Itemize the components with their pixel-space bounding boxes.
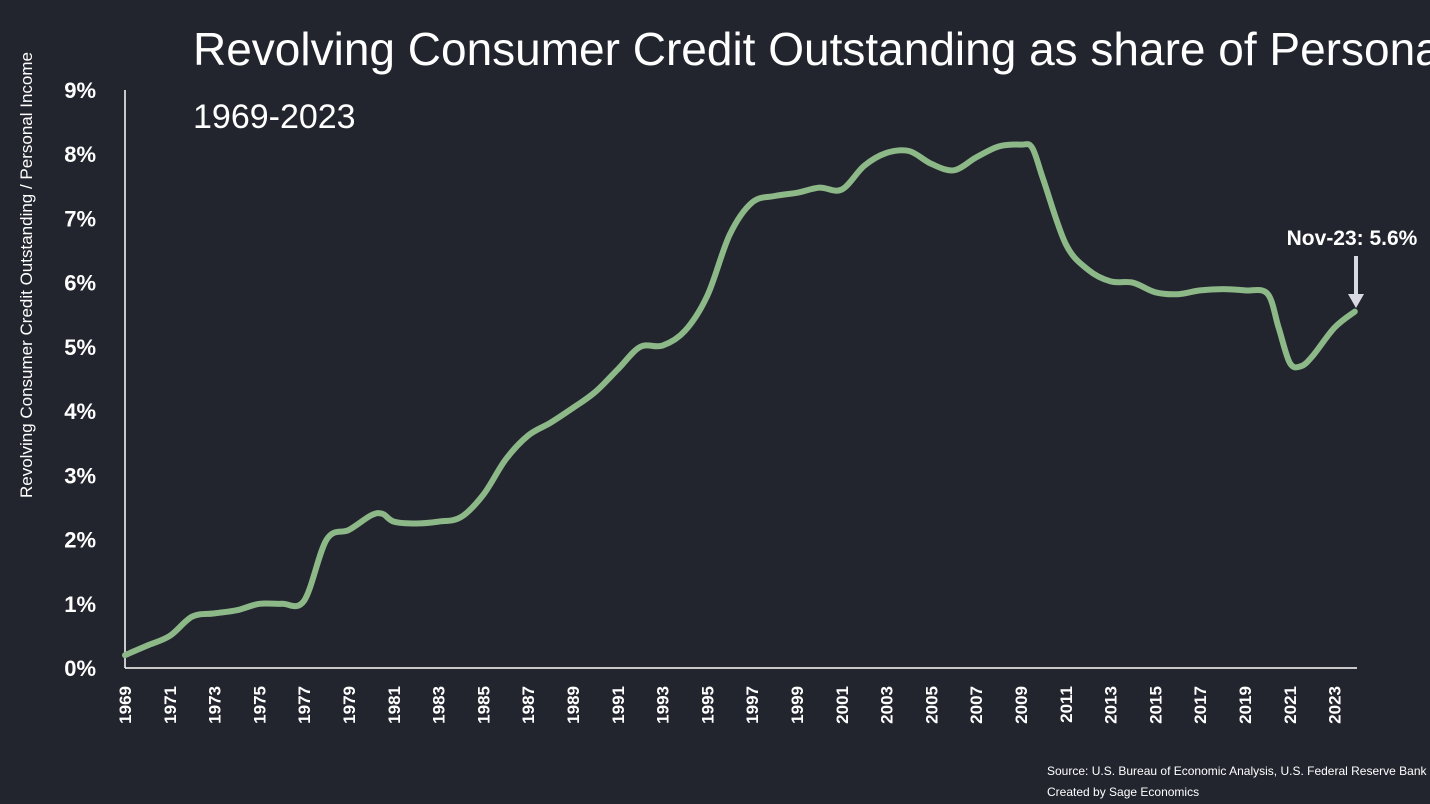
x-tick-label: 2009	[1012, 686, 1031, 724]
x-tick-label: 1993	[654, 686, 673, 724]
x-tick-label: 2021	[1281, 686, 1300, 724]
y-tick-label: 3%	[64, 463, 96, 488]
chart-subtitle: 1969-2023	[193, 98, 356, 136]
x-tick-label: 1995	[698, 686, 717, 724]
x-tick-label: 2007	[967, 686, 986, 724]
annotation-arrow-head	[1348, 294, 1364, 308]
x-tick-label: 2013	[1102, 686, 1121, 724]
x-tick-label: 1987	[519, 686, 538, 724]
x-tick-label: 2023	[1326, 686, 1345, 724]
x-tick-label: 1997	[743, 686, 762, 724]
y-tick-label: 6%	[64, 271, 96, 296]
y-axis-label: Revolving Consumer Credit Outstanding / …	[17, 52, 36, 498]
x-axis-ticks: 1969 1971 1973 1975 1977 1979 1981 1983 1985 1987…	[116, 686, 1345, 724]
source-line-2: Created by Sage Economics	[1047, 785, 1199, 799]
y-tick-label: 2%	[64, 528, 96, 553]
x-tick-label: 1977	[295, 686, 314, 724]
x-tick-label: 2015	[1146, 686, 1165, 724]
x-tick-label: 1991	[609, 686, 628, 724]
y-tick-label: 1%	[64, 592, 96, 617]
chart-title: Revolving Consumer Credit Outstanding as…	[193, 23, 1430, 75]
annotation-label: Nov-23: 5.6%	[1287, 227, 1418, 250]
y-tick-label: 9%	[64, 78, 96, 103]
x-tick-label: 1971	[161, 686, 180, 724]
x-tick-label: 2005	[922, 686, 941, 724]
x-tick-label: 1973	[206, 686, 225, 724]
x-tick-label: 2003	[878, 686, 897, 724]
x-tick-label: 1981	[385, 686, 404, 724]
source-line-1: Source: U.S. Bureau of Economic Analysis…	[1047, 764, 1428, 778]
x-tick-label: 1985	[474, 686, 493, 724]
x-tick-label: 2019	[1236, 686, 1255, 724]
x-tick-label: 1979	[340, 686, 359, 724]
y-tick-label: 8%	[64, 142, 96, 167]
y-tick-label: 4%	[64, 399, 96, 424]
x-tick-label: 1989	[564, 686, 583, 724]
series-line-revolving-credit	[122, 141, 1358, 659]
y-tick-label: 5%	[64, 335, 96, 360]
x-tick-label: 1999	[788, 686, 807, 724]
x-tick-label: 2011	[1057, 686, 1076, 723]
x-tick-label: 1969	[116, 686, 135, 724]
x-tick-label: 1975	[250, 686, 269, 724]
y-tick-label: 0%	[64, 656, 96, 681]
x-tick-label: 2001	[833, 686, 852, 724]
x-tick-label: 1983	[430, 686, 449, 724]
y-tick-label: 7%	[64, 206, 96, 231]
x-tick-label: 2017	[1191, 686, 1210, 724]
y-axis-ticks: 0% 1% 2% 3% 4% 5% 6% 7% 8% 9%	[64, 78, 96, 681]
